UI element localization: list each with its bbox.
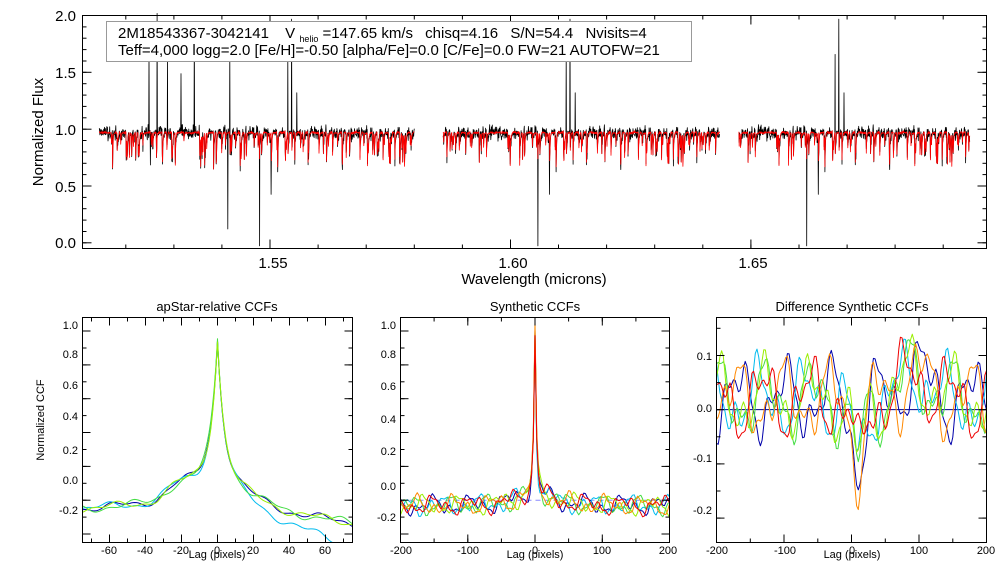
spectrum-panel: 1.55 1.60 1.65 0.0 0.5 1.0 1.5 2.0 Wavel… xyxy=(30,8,987,288)
synthetic-ytick-label: 0.4 xyxy=(381,414,396,426)
spectrum-xtick-label: 1.55 xyxy=(258,255,287,272)
apstar-ccf-title: apStar-relative CCFs xyxy=(156,299,278,314)
vhelio-symbol: V xyxy=(285,25,295,42)
ccf-line-1 xyxy=(82,340,353,528)
difference-ytick-label: 0.1 xyxy=(697,351,712,363)
chisq-value: chisq=4.16 xyxy=(425,25,498,42)
spectrum-ytick-label: 0.5 xyxy=(55,179,76,196)
synthetic-ytick-label: 0.8 xyxy=(381,349,396,361)
synthetic-xtick-label: 0 xyxy=(532,545,538,557)
difference-ccf-ticks xyxy=(716,317,987,543)
nvisits-value: Nvisits=4 xyxy=(585,25,646,42)
synthetic-ytick-label: 0.0 xyxy=(381,481,396,493)
apstar-xtick-label: -60 xyxy=(101,545,117,557)
star-id: 2M18543367-3042141 xyxy=(118,25,269,42)
spectrum-ytick-label: 1.0 xyxy=(55,122,76,139)
apstar-xtick-label: -20 xyxy=(173,545,189,557)
synthetic-ytick-label: -0.2 xyxy=(377,512,396,524)
apstar-ccf-panel: apStar-relative CCFs Lag (pixels) Normal… xyxy=(35,299,353,561)
sn-value: S/N=54.4 xyxy=(510,25,573,42)
apstar-ytick-label: -0.2 xyxy=(59,505,78,517)
ccf-line-6 xyxy=(716,336,987,439)
difference-ccf-lines xyxy=(716,333,987,511)
apstar-ytick-label: 1.0 xyxy=(63,320,78,332)
ccf-line-6 xyxy=(400,335,670,518)
difference-ccf-title: Difference Synthetic CCFs xyxy=(776,299,929,314)
apstar-ccf-ticks xyxy=(82,317,353,543)
synthetic-xtick-label: -200 xyxy=(390,545,412,557)
difference-ytick-label: -0.1 xyxy=(693,453,712,465)
synthetic-spectrum-line xyxy=(442,130,720,168)
difference-ytick-label: 0.0 xyxy=(697,403,712,415)
apstar-xtick-label: 20 xyxy=(247,545,259,557)
vhelio-value: =147.65 km/s xyxy=(323,25,413,42)
difference-ytick-label: -0.2 xyxy=(693,505,712,517)
apstar-ccf-ylabel: Normalized CCF xyxy=(35,379,47,461)
apstar-ytick-label: 0.8 xyxy=(63,349,78,361)
spectrum-axes-frame xyxy=(82,15,987,249)
synthetic-ccf-xlabel: Lag (pixels) xyxy=(507,549,564,561)
synthetic-spectrum-line xyxy=(738,130,971,168)
apstar-xtick-label: 0 xyxy=(214,545,220,557)
spectrum-lines xyxy=(98,12,971,247)
apstar-ytick-label: 0.6 xyxy=(63,380,78,392)
difference-xtick-label: 100 xyxy=(910,545,928,557)
spectrum-ytick-label: 0.0 xyxy=(55,235,76,252)
difference-ccf-panel: Difference Synthetic CCFs Lag (pixels) -… xyxy=(693,299,995,561)
difference-xtick-label: -100 xyxy=(774,545,796,557)
synthetic-xtick-label: 200 xyxy=(659,545,677,557)
info-box xyxy=(106,21,692,62)
difference-xtick-label: 0 xyxy=(849,545,855,557)
synthetic-ytick-label: 0.2 xyxy=(381,446,396,458)
apstar-ytick-label: 0.4 xyxy=(63,411,78,423)
apstar-xtick-label: 60 xyxy=(319,545,331,557)
vhelio-subscript: helio xyxy=(299,34,318,44)
synthetic-ccf-panel: Synthetic CCFs Lag (pixels) -200 -100 0 … xyxy=(377,299,677,561)
synthetic-ccf-lines xyxy=(400,321,670,518)
ccf-line-3 xyxy=(82,338,353,525)
difference-ccf-xlabel: Lag (pixels) xyxy=(824,549,881,561)
spectrum-xtick-label: 1.65 xyxy=(738,255,767,272)
ccf-line-5 xyxy=(716,343,987,511)
difference-xtick-label: -200 xyxy=(706,545,728,557)
apstar-ytick-label: 0.2 xyxy=(63,445,78,457)
apstar-ccf-lines xyxy=(82,338,353,543)
ccf-line-4 xyxy=(82,341,353,526)
synthetic-xtick-label: -100 xyxy=(457,545,479,557)
synthetic-ccf-ticks xyxy=(400,317,670,543)
difference-xtick-label: 200 xyxy=(977,545,995,557)
apstar-ytick-label: 0.0 xyxy=(63,475,78,487)
synthetic-xtick-label: 100 xyxy=(593,545,611,557)
ccf-line-4 xyxy=(716,333,987,453)
spectrum-ytick-label: 1.5 xyxy=(55,65,76,82)
spectrum-xtick-label: 1.60 xyxy=(498,255,527,272)
synthetic-ccf-title: Synthetic CCFs xyxy=(490,299,581,314)
apstar-ccf-frame xyxy=(82,317,353,543)
synthetic-ytick-label: 0.6 xyxy=(381,381,396,393)
synthetic-ytick-label: 1.0 xyxy=(381,320,396,332)
spectrum-ytick-label: 2.0 xyxy=(55,8,76,25)
synthetic-spectrum-line xyxy=(98,130,415,170)
spectrum-ylabel: Normalized Flux xyxy=(30,77,47,186)
info-line-1: 2M18543367-3042141 V helio =147.65 km/s … xyxy=(118,25,647,46)
apstar-xtick-label: -40 xyxy=(137,545,153,557)
stellar-parameters: Teff=4,000 logg=2.0 [Fe/H]=-0.50 [alpha/… xyxy=(118,42,660,59)
observed-spectrum-line xyxy=(98,12,415,247)
spectrum-xlabel: Wavelength (microns) xyxy=(461,271,606,288)
ccf-line-2 xyxy=(716,338,987,452)
apstar-ccf-xlabel: Lag (pixels) xyxy=(189,549,246,561)
apstar-xtick-label: 40 xyxy=(283,545,295,557)
ccf-line-2 xyxy=(82,340,353,543)
